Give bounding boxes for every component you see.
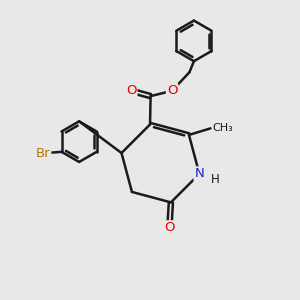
Text: CH₃: CH₃	[212, 123, 233, 134]
Text: N: N	[194, 167, 204, 180]
Text: H: H	[211, 173, 220, 186]
Text: O: O	[167, 84, 177, 97]
Text: O: O	[126, 84, 136, 97]
Text: O: O	[164, 221, 175, 234]
Text: Br: Br	[36, 147, 50, 160]
